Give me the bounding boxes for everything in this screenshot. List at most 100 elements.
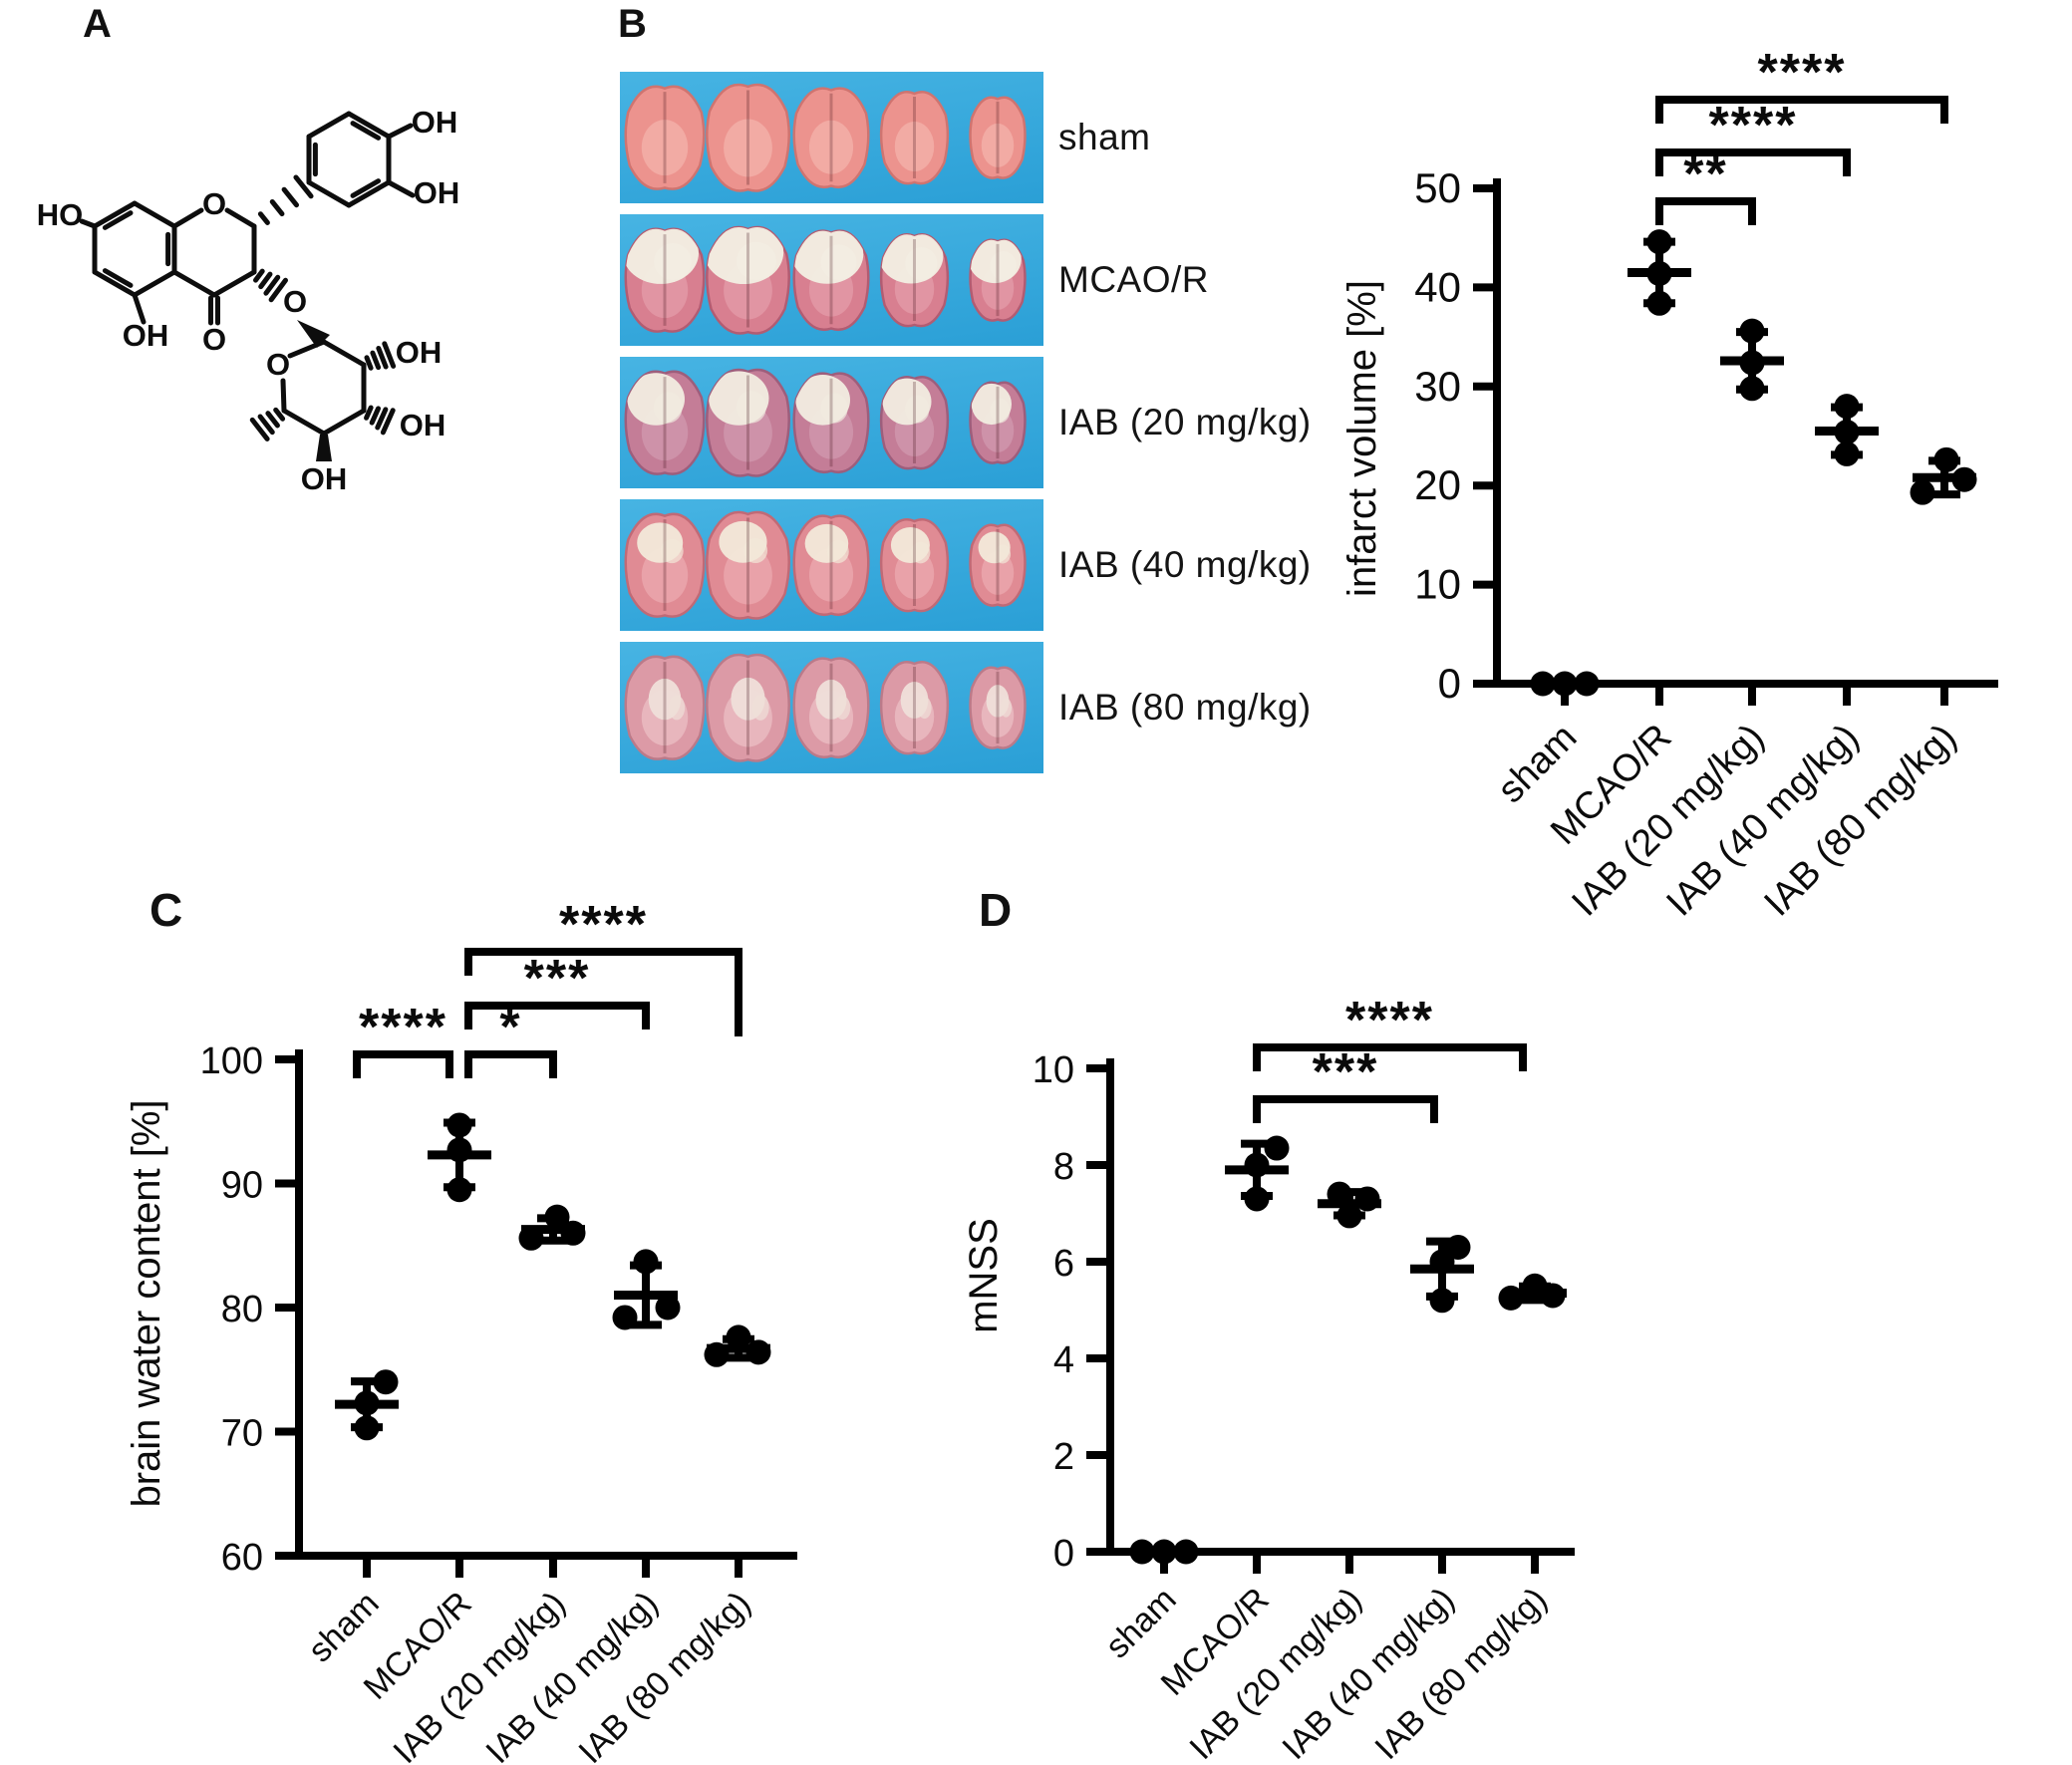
significance-stars: *** xyxy=(524,950,591,1008)
brain-slice xyxy=(879,518,950,613)
y-axis-title: mNSS xyxy=(962,1218,1006,1333)
y-tick-label: 50 xyxy=(1414,164,1461,211)
data-point xyxy=(726,1324,751,1350)
data-point xyxy=(544,1204,570,1230)
panel-b-label: B xyxy=(618,2,647,46)
brain-slice xyxy=(624,227,706,333)
significance-bracket xyxy=(1655,96,1948,124)
data-point xyxy=(1552,671,1578,697)
significance-bracket xyxy=(353,1050,453,1078)
significance-bracket xyxy=(1253,1095,1438,1123)
data-point xyxy=(1739,376,1765,402)
data-point xyxy=(1574,671,1600,697)
brain-slice xyxy=(792,229,870,331)
data-group xyxy=(1129,1539,1199,1565)
data-point xyxy=(612,1305,638,1330)
brain-slice xyxy=(879,661,950,755)
data-point xyxy=(560,1220,586,1246)
data-group xyxy=(704,1324,771,1367)
y-tick-label: 20 xyxy=(1414,461,1461,508)
panel-c-label: C xyxy=(149,884,183,936)
significance-stars: **** xyxy=(1345,992,1434,1049)
data-point xyxy=(354,1390,380,1416)
atom-label: OH xyxy=(414,175,460,210)
brain-slice xyxy=(879,91,950,185)
brain-slice xyxy=(969,381,1027,464)
x-category-label: sham xyxy=(301,1585,387,1670)
atom-label: O xyxy=(266,347,290,382)
atom-label: O xyxy=(283,284,307,319)
y-tick-label: 10 xyxy=(1033,1049,1074,1091)
axis xyxy=(1493,178,1998,688)
data-point xyxy=(1129,1539,1155,1565)
significance-stars: **** xyxy=(359,999,447,1056)
atom-label: OH xyxy=(123,318,169,353)
atom-label: OH xyxy=(412,105,458,140)
y-tick-label: 30 xyxy=(1414,363,1461,410)
data-group xyxy=(1815,394,1879,466)
brain-slice-strip xyxy=(620,357,1043,488)
atom-label: OH xyxy=(301,461,348,496)
data-group xyxy=(1318,1181,1381,1229)
significance-stars: **** xyxy=(1758,44,1847,102)
data-point xyxy=(745,1339,771,1365)
y-axis-title: infarct volume [%] xyxy=(1340,280,1384,597)
data-point xyxy=(1429,1249,1455,1275)
panel-d-label: D xyxy=(979,884,1013,936)
data-point xyxy=(518,1225,544,1251)
y-axis-title: brain water content [%] xyxy=(125,1099,168,1507)
data-group xyxy=(1910,446,1977,505)
brain-slice xyxy=(792,372,870,473)
brain-slice xyxy=(706,510,790,620)
y-tick-label: 0 xyxy=(1438,660,1461,707)
data-point xyxy=(446,1112,472,1138)
significance-bracket xyxy=(1655,148,1851,176)
brain-slice xyxy=(706,653,790,762)
data-point xyxy=(1354,1186,1380,1212)
significance-stars: * xyxy=(499,999,521,1056)
data-point xyxy=(1244,1186,1270,1212)
y-tick-label: 0 xyxy=(1053,1533,1074,1575)
brain-slice xyxy=(879,233,950,328)
data-point xyxy=(1327,1181,1352,1207)
data-point xyxy=(1739,350,1765,376)
y-tick-label: 90 xyxy=(221,1165,263,1207)
brain-slice xyxy=(792,514,870,616)
data-group xyxy=(518,1204,586,1251)
data-group xyxy=(1628,229,1691,316)
data-point xyxy=(1910,479,1935,505)
data-group xyxy=(612,1249,681,1330)
brain-slice-strip xyxy=(620,72,1043,203)
data-point xyxy=(1540,1283,1566,1309)
brain-slice xyxy=(792,657,870,758)
brain-slice xyxy=(969,523,1027,607)
data-point xyxy=(1834,441,1860,466)
brain-slice xyxy=(624,370,706,475)
brain-row-label: MCAO/R xyxy=(1058,259,1209,300)
brain-slice xyxy=(706,83,790,192)
y-tick-label: 8 xyxy=(1053,1146,1074,1188)
data-point xyxy=(373,1369,399,1395)
brain-slice xyxy=(879,376,950,470)
atom-label: OH xyxy=(396,335,443,370)
brain-slice xyxy=(706,225,790,335)
x-category-label: sham xyxy=(1098,1581,1184,1666)
significance-bracket xyxy=(464,1050,557,1078)
significance-bracket xyxy=(1655,197,1756,225)
y-tick-label: 100 xyxy=(200,1040,263,1082)
data-point xyxy=(1834,394,1860,420)
atom-label: O xyxy=(202,322,226,357)
data-point xyxy=(354,1415,380,1441)
data-point xyxy=(1646,260,1672,286)
data-point xyxy=(1429,1288,1455,1314)
data-point xyxy=(446,1137,472,1163)
data-point xyxy=(1336,1203,1362,1229)
y-tick-label: 2 xyxy=(1053,1436,1074,1478)
brain-slice-strip xyxy=(620,214,1043,346)
data-point xyxy=(633,1249,659,1275)
data-point xyxy=(655,1295,681,1321)
brain-slice xyxy=(624,85,706,190)
